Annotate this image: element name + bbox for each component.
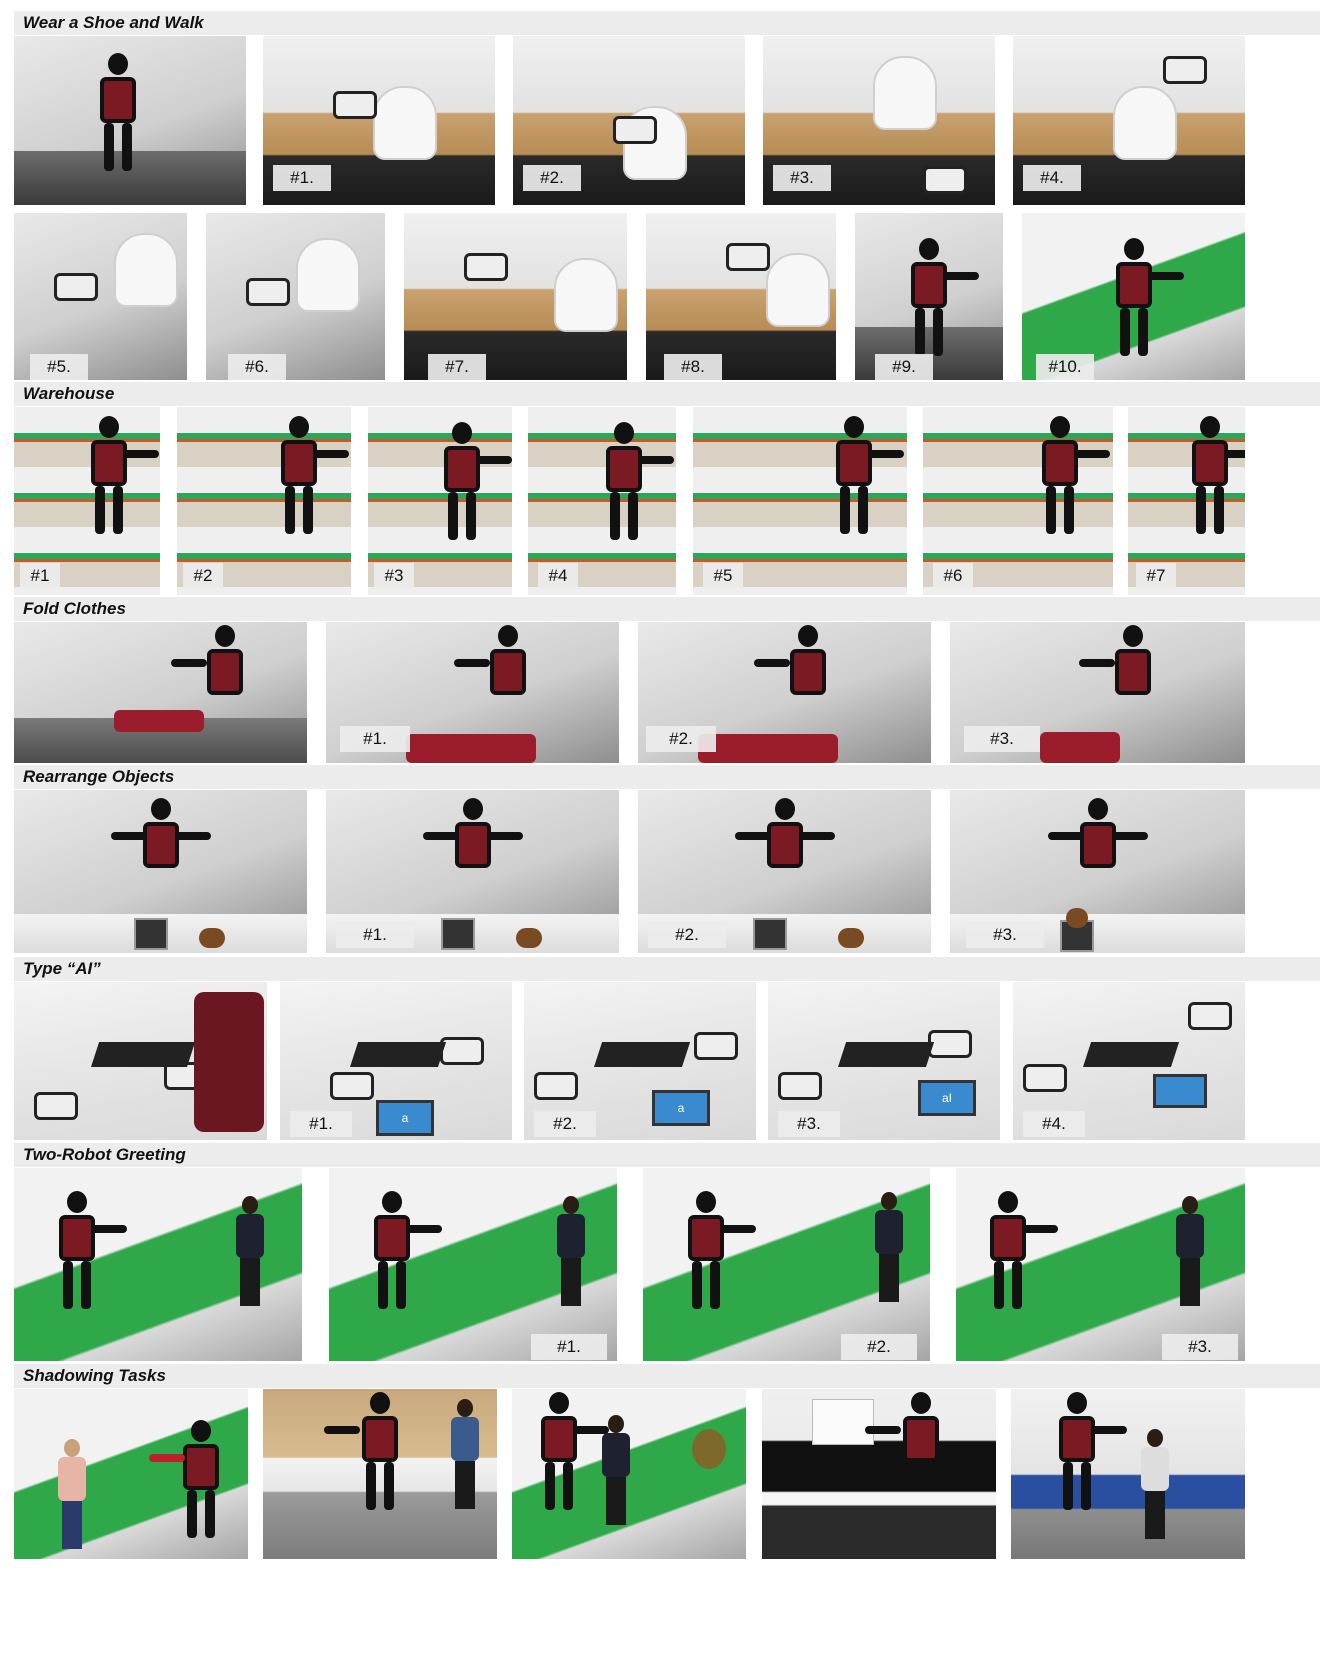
step-label: #3.	[966, 922, 1044, 948]
step-label: #6	[933, 563, 973, 589]
section-title-fold-clothes: Fold Clothes	[23, 599, 126, 618]
section-band-warehouse	[14, 382, 1320, 406]
step-label: #9.	[875, 354, 933, 380]
photo-wear-shoe-4: #4.	[1013, 36, 1245, 205]
section-band-rearrange	[14, 765, 1320, 789]
photo-shadowing-boxing	[14, 1389, 248, 1559]
section-title-rearrange: Rearrange Objects	[23, 767, 175, 786]
photo-shadowing-piano	[762, 1389, 996, 1559]
step-label: #7	[1136, 563, 1176, 589]
step-label: #3.	[778, 1111, 840, 1137]
photo-type-ai-3: aI #3.	[768, 982, 1000, 1140]
step-label: #1.	[290, 1111, 352, 1137]
photo-wear-shoe-start	[14, 36, 246, 205]
photo-greeting-2: #2.	[643, 1168, 930, 1361]
step-label: #1	[20, 563, 60, 589]
step-label: #10.	[1036, 354, 1094, 380]
photo-warehouse-5: #5	[693, 407, 907, 595]
device-screen: a	[376, 1100, 434, 1136]
photo-shadowing-kitchen	[263, 1389, 497, 1559]
photo-fold-clothes-3: #3.	[950, 622, 1245, 763]
photo-wear-shoe-9: #9.	[855, 213, 1003, 380]
photo-type-ai-start	[14, 982, 267, 1140]
photo-warehouse-3: #3	[368, 407, 512, 595]
photo-fold-clothes-start	[14, 622, 307, 763]
section-title-shadowing: Shadowing Tasks	[23, 1366, 166, 1385]
photo-warehouse-4: #4	[528, 407, 676, 595]
photo-wear-shoe-6: #6.	[206, 213, 385, 380]
photo-wear-shoe-7: #7.	[404, 213, 627, 380]
photo-rearrange-2: #2.	[638, 790, 931, 953]
photo-fold-clothes-2: #2.	[638, 622, 931, 763]
photo-type-ai-4: #4.	[1013, 982, 1245, 1140]
step-label: #7.	[428, 354, 486, 380]
step-label: #2	[183, 563, 223, 589]
device-screen: a	[652, 1090, 710, 1126]
step-label: #3	[374, 563, 414, 589]
section-title-wear-shoe: Wear a Shoe and Walk	[23, 13, 204, 32]
photo-shadowing-bag	[512, 1389, 746, 1559]
photo-wear-shoe-3: #3.	[763, 36, 995, 205]
photo-rearrange-1: #1.	[326, 790, 619, 953]
section-band-fold-clothes	[14, 597, 1320, 621]
step-label: #3.	[1162, 1334, 1238, 1360]
step-label: #2.	[646, 726, 716, 752]
photo-wear-shoe-8: #8.	[646, 213, 836, 380]
step-label: #4	[538, 563, 578, 589]
section-band-type-ai	[14, 957, 1320, 981]
step-label: #4.	[1023, 1111, 1085, 1137]
step-label: #3.	[773, 165, 831, 191]
photo-greeting-3: #3.	[956, 1168, 1245, 1361]
photo-warehouse-2: #2	[177, 407, 351, 595]
photo-type-ai-2: a #2.	[524, 982, 756, 1140]
step-label: #2.	[648, 922, 726, 948]
section-title-greeting: Two-Robot Greeting	[23, 1145, 186, 1164]
photo-wear-shoe-2: #2.	[513, 36, 745, 205]
section-band-shadowing	[14, 1364, 1320, 1388]
step-label: #1.	[531, 1334, 607, 1360]
photo-type-ai-1: a #1.	[280, 982, 512, 1140]
step-label: #5.	[30, 354, 88, 380]
step-label: #1.	[340, 726, 410, 752]
photo-rearrange-start	[14, 790, 307, 953]
step-label: #5	[703, 563, 743, 589]
photo-wear-shoe-5: #5.	[14, 213, 187, 380]
section-title-warehouse: Warehouse	[23, 384, 115, 403]
section-band-greeting	[14, 1143, 1320, 1167]
step-label: #8.	[664, 354, 722, 380]
step-label: #3.	[964, 726, 1040, 752]
device-screen: aI	[918, 1080, 976, 1116]
photo-fold-clothes-1: #1.	[326, 622, 619, 763]
step-label: #2.	[534, 1111, 596, 1137]
section-title-type-ai: Type “AI”	[23, 959, 101, 978]
photo-warehouse-6: #6	[923, 407, 1113, 595]
photo-wear-shoe-10: #10.	[1022, 213, 1245, 380]
step-label: #1.	[273, 165, 331, 191]
photo-wear-shoe-1: #1.	[263, 36, 495, 205]
step-label: #1.	[336, 922, 414, 948]
step-label: #2.	[523, 165, 581, 191]
step-label: #6.	[228, 354, 286, 380]
photo-shadowing-table-tennis	[1011, 1389, 1245, 1559]
step-label: #4.	[1023, 165, 1081, 191]
section-band-wear-shoe	[14, 11, 1320, 35]
photo-warehouse-7: #7	[1128, 407, 1245, 595]
step-label: #2.	[841, 1334, 917, 1360]
photo-greeting-1: #1.	[329, 1168, 617, 1361]
photo-greeting-start	[14, 1168, 302, 1361]
photo-warehouse-1: #1	[14, 407, 160, 595]
photo-rearrange-3: #3.	[950, 790, 1245, 953]
